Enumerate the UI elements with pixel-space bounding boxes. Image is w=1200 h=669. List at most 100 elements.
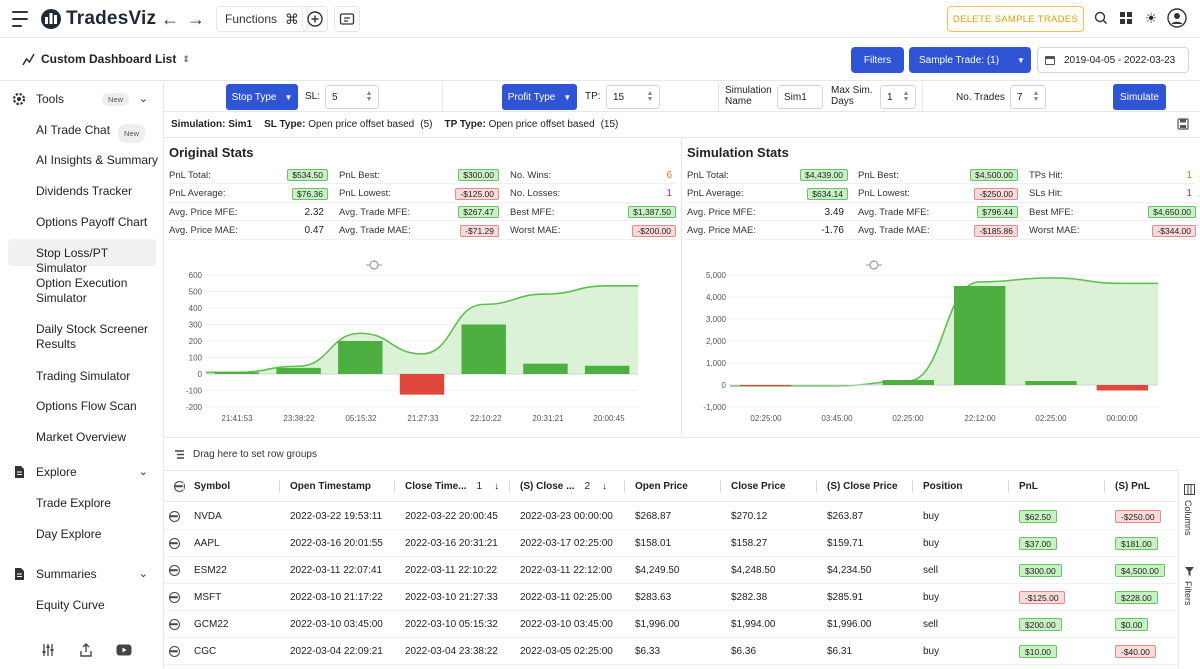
table-row[interactable]: CGC 2022-03-04 22:09:21 2022-03-04 23:38:2… <box>164 638 1178 665</box>
stop-type-dropdown[interactable]: Stop Type ▼ <box>226 84 298 110</box>
theme-sun-icon[interactable]: ☀ <box>1144 9 1158 26</box>
spinner-icon[interactable]: ▲ ▼ <box>646 90 654 103</box>
pnl-bar[interactable] <box>1096 385 1149 391</box>
sidebar-section-summaries[interactable]: Summaries ⌄ <box>12 564 152 584</box>
pnl-bar[interactable] <box>461 324 506 375</box>
share-icon[interactable] <box>78 642 94 658</box>
notes-button[interactable] <box>334 6 360 32</box>
sidebar-item-day-explore[interactable]: Day Explore <box>36 527 102 541</box>
column-resize-handle[interactable] <box>279 480 280 493</box>
column-header[interactable]: Close Price <box>731 471 785 502</box>
column-header[interactable]: Symbol <box>194 471 230 502</box>
legend-toggle-icon[interactable] <box>866 260 882 270</box>
column-resize-handle[interactable] <box>624 480 625 493</box>
profit-type-dropdown[interactable]: Profit Type ▼ <box>502 84 577 110</box>
tp-input[interactable]: 15 ▲ ▼ <box>606 85 660 109</box>
table-row[interactable]: MSFT 2022-03-10 21:17:22 2022-03-10 21:27:… <box>164 584 1178 611</box>
column-resize-handle[interactable] <box>1008 480 1009 493</box>
sidebar-item-trade-explore[interactable]: Trade Explore <box>36 496 111 510</box>
select-all-icon[interactable] <box>174 471 185 502</box>
table-row[interactable]: GCM22 2022-03-10 03:45:00 2022-03-10 05:15… <box>164 611 1178 638</box>
sidebar-item-ai-insights[interactable]: AI Insights & Summary <box>36 153 159 167</box>
column-header[interactable]: Position <box>923 471 962 502</box>
custom-dashboard-list[interactable]: Custom Dashboard List ⇕ <box>22 52 190 66</box>
sidebar-section-explore[interactable]: Explore ⌄ <box>12 462 152 482</box>
max-days-input[interactable]: 1 ▲ ▼ <box>880 85 916 109</box>
spinner-icon[interactable]: ▲ ▼ <box>1032 90 1040 103</box>
pnl-bar[interactable] <box>1025 381 1077 385</box>
sidebar-item-trading-simulator[interactable]: Trading Simulator <box>36 369 131 383</box>
column-resize-handle[interactable] <box>509 480 510 493</box>
forward-arrow-icon[interactable]: → <box>187 8 205 29</box>
sidebar-item-market-overview[interactable]: Market Overview <box>36 430 127 444</box>
pnl-bar[interactable] <box>338 341 383 374</box>
pnl-bar[interactable] <box>739 385 792 386</box>
sort-arrow-down-icon[interactable]: ↓ <box>602 481 608 492</box>
pnl-bar[interactable] <box>276 367 321 374</box>
column-resize-handle[interactable] <box>816 480 817 493</box>
pnl-bar[interactable] <box>584 365 630 374</box>
save-icon[interactable] <box>1177 118 1189 130</box>
column-header[interactable]: (S) PnL <box>1115 471 1150 502</box>
column-header[interactable]: Open Timestamp <box>290 471 371 502</box>
sidebar-item-ai-trade-chat[interactable]: AI Trade Chat New <box>36 123 160 143</box>
filters-tab[interactable]: Filters <box>1183 581 1193 606</box>
column-resize-handle[interactable] <box>394 480 395 493</box>
column-resize-handle[interactable] <box>183 480 184 493</box>
add-button[interactable] <box>302 6 328 32</box>
row-expand-cell[interactable] <box>169 611 180 638</box>
table-row[interactable]: NVDA 2022-03-22 19:53:11 2022-03-22 20:00:… <box>164 503 1178 530</box>
apps-grid-icon[interactable] <box>1118 10 1134 26</box>
sidebar-section-tools[interactable]: Tools New ⌄ <box>12 89 152 109</box>
sidebar-item-stop-loss-simulator[interactable]: Stop Loss/PT Simulator <box>36 246 108 275</box>
sort-arrow-down-icon[interactable]: ↓ <box>494 481 500 492</box>
filters-button[interactable]: Filters <box>851 47 904 73</box>
row-expand-cell[interactable] <box>169 584 180 611</box>
pnl-bar[interactable] <box>953 286 1006 385</box>
sim-name-input[interactable]: Sim1 <box>777 85 823 109</box>
sidebar-item-daily-stock-screener[interactable]: Daily Stock Screener Results <box>36 322 149 351</box>
delete-sample-trades-button[interactable]: DELETE SAMPLE TRADES <box>947 6 1084 32</box>
pnl-bar[interactable] <box>399 374 445 395</box>
columns-icon[interactable] <box>1184 484 1195 495</box>
sidebar-item-equity-curve[interactable]: Equity Curve <box>36 598 105 612</box>
filter-icon[interactable] <box>1184 566 1195 577</box>
simulate-button[interactable]: Simulate <box>1113 84 1166 110</box>
column-resize-handle[interactable] <box>912 480 913 493</box>
row-expand-cell[interactable] <box>169 557 180 584</box>
back-arrow-icon[interactable]: ← <box>161 8 179 29</box>
sidebar-item-options-payoff-chart[interactable]: Options Payoff Chart <box>36 215 148 229</box>
columns-tab[interactable]: Columns <box>1183 500 1193 536</box>
column-header[interactable]: (S) Close Price <box>827 471 898 502</box>
column-header[interactable]: PnL <box>1019 471 1038 502</box>
no-trades-input[interactable]: 7 ▲ ▼ <box>1010 85 1046 109</box>
column-header[interactable]: (S) Close ... 2 ↓ <box>520 471 607 502</box>
row-expand-cell[interactable] <box>169 503 180 530</box>
column-header[interactable]: Close Time... 1 ↓ <box>405 471 499 502</box>
column-resize-handle[interactable] <box>720 480 721 493</box>
date-range-picker[interactable]: 2019-04-05 - 2022-03-23 <box>1037 47 1189 73</box>
sidebar-item-options-flow-scan[interactable]: Options Flow Scan <box>36 399 137 413</box>
row-expand-cell[interactable] <box>169 530 180 557</box>
sidebar-item-option-execution-simulator[interactable]: Option Execution Simulator <box>36 276 128 305</box>
sample-trades-dropdown[interactable]: Sample Trade: (1) ▼ <box>909 47 1031 73</box>
menu-icon[interactable] <box>12 11 28 27</box>
functions-button[interactable]: Functions ⌘ <box>216 6 309 32</box>
row-expand-cell[interactable] <box>169 638 180 665</box>
search-icon[interactable] <box>1093 10 1109 26</box>
table-row[interactable]: AAPL 2022-03-16 20:01:55 2022-03-16 20:31:… <box>164 530 1178 557</box>
row-group-drop-zone[interactable]: Drag here to set row groups <box>164 438 1200 471</box>
pnl-bar[interactable] <box>523 363 568 374</box>
sliders-icon[interactable] <box>40 642 56 658</box>
pnl-bar[interactable] <box>214 372 260 374</box>
sidebar-item-dividends-tracker[interactable]: Dividends Tracker <box>36 184 133 198</box>
avatar[interactable] <box>1167 8 1187 28</box>
spinner-icon[interactable]: ▲ ▼ <box>365 90 373 103</box>
table-row[interactable]: ESM22 2022-03-11 22:07:41 2022-03-11 22:10… <box>164 557 1178 584</box>
column-resize-handle[interactable] <box>1104 480 1105 493</box>
column-header[interactable]: Open Price <box>635 471 688 502</box>
legend-toggle-icon[interactable] <box>366 260 382 270</box>
youtube-icon[interactable] <box>116 642 132 658</box>
sl-input[interactable]: 5 ▲ ▼ <box>325 85 379 109</box>
pnl-bar[interactable] <box>882 379 935 385</box>
